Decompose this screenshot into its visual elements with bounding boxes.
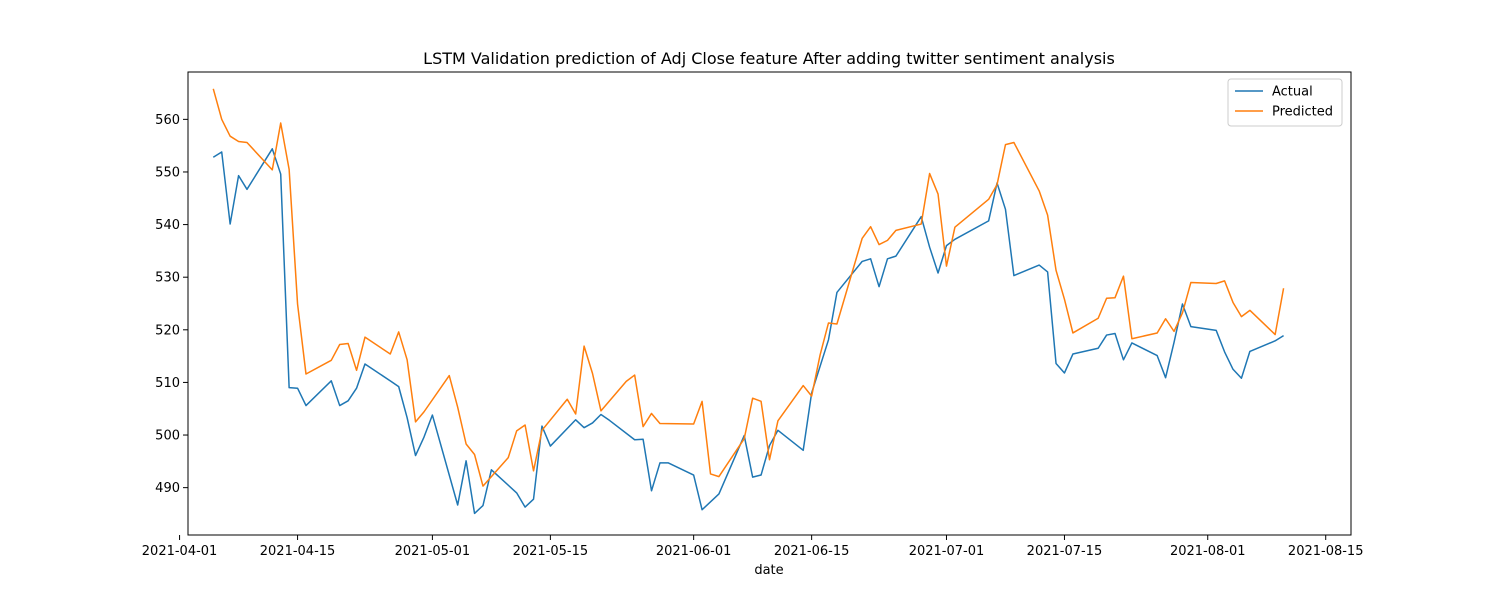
- x-tick-label: 2021-07-01: [909, 544, 985, 559]
- y-tick-label: 560: [155, 113, 180, 128]
- y-tick-label: 490: [155, 481, 180, 496]
- plot-frame: [187, 71, 1352, 536]
- series-line-actual: [212, 148, 1284, 515]
- legend-label-actual: Actual: [1272, 85, 1313, 100]
- x-tick-label: 2021-06-01: [656, 544, 732, 559]
- y-tick-label: 540: [155, 218, 180, 233]
- chart-title: LSTM Validation prediction of Adj Close …: [423, 49, 1115, 68]
- y-tick-label: 550: [155, 165, 180, 180]
- y-tick-label: 500: [155, 429, 180, 444]
- x-tick-label: 2021-04-01: [142, 544, 218, 559]
- x-tick-label: 2021-05-01: [395, 544, 471, 559]
- x-tick-label: 2021-04-15: [260, 544, 336, 559]
- y-axis: 490 500 510 520 530 540 550 560: [155, 113, 188, 496]
- legend-label-predicted: Predicted: [1272, 105, 1333, 120]
- x-tick-label: 2021-05-15: [513, 544, 589, 559]
- x-tick-label: 2021-08-15: [1288, 544, 1364, 559]
- legend: Actual Predicted: [1227, 78, 1343, 127]
- y-tick-label: 520: [155, 323, 180, 338]
- series-line-predicted: [212, 88, 1285, 487]
- x-tick-label: 2021-07-15: [1027, 544, 1103, 559]
- x-axis-label: date: [754, 563, 783, 578]
- plot-lines: [212, 88, 1285, 515]
- y-tick-label: 510: [155, 376, 180, 391]
- y-tick-label: 530: [155, 271, 180, 286]
- x-axis: 2021-04-01 2021-04-15 2021-05-01 2021-05-15…: [142, 535, 1364, 559]
- x-tick-label: 2021-06-15: [774, 544, 850, 559]
- x-tick-label: 2021-08-01: [1170, 544, 1246, 559]
